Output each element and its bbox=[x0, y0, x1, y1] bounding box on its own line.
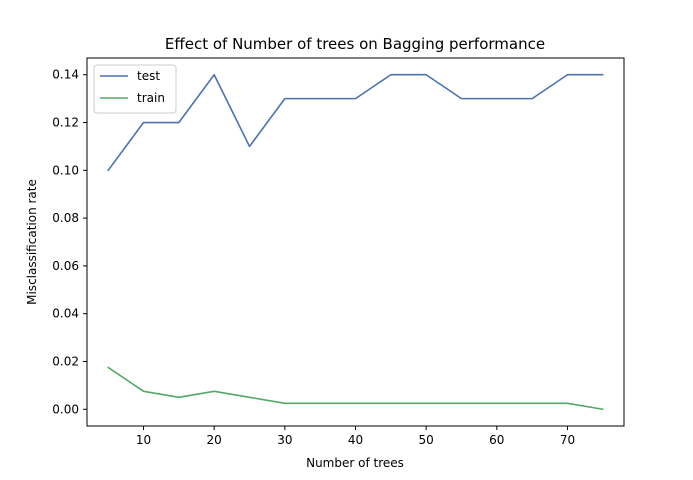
chart-title: Effect of Number of trees on Bagging per… bbox=[165, 35, 545, 53]
series-line-test bbox=[107, 73, 604, 172]
y-tick-label: 0.14 bbox=[52, 68, 79, 82]
x-tick-label: 70 bbox=[560, 433, 575, 447]
x-axis-label: Number of trees bbox=[306, 456, 404, 470]
series-lines bbox=[107, 73, 604, 411]
y-tick-label: 0.12 bbox=[52, 116, 79, 130]
legend: test train bbox=[93, 64, 177, 114]
x-tick-label: 40 bbox=[348, 433, 363, 447]
y-tick-label: 0.08 bbox=[52, 211, 79, 225]
x-tick-label: 10 bbox=[136, 433, 151, 447]
y-tick-label: 0.04 bbox=[52, 307, 79, 321]
y-axis-label: Misclassification rate bbox=[25, 179, 39, 305]
x-tick-label: 50 bbox=[419, 433, 434, 447]
y-tick-label: 0.10 bbox=[52, 163, 79, 177]
x-axis-ticks: 10 20 30 40 50 60 70 bbox=[136, 426, 575, 447]
x-tick-label: 20 bbox=[207, 433, 222, 447]
x-tick-label: 30 bbox=[277, 433, 292, 447]
legend-label-train: train bbox=[137, 91, 165, 105]
legend-box bbox=[93, 64, 177, 114]
y-axis-ticks: 0.00 0.02 0.04 0.06 0.08 0.10 0.12 0.14 bbox=[52, 68, 87, 416]
series-line-train bbox=[107, 366, 604, 411]
y-tick-label: 0.00 bbox=[52, 402, 79, 416]
x-tick-label: 60 bbox=[489, 433, 504, 447]
y-tick-label: 0.02 bbox=[52, 354, 79, 368]
plot-area: 10 20 30 40 50 60 70 0.000.020.040.060.080.100… bbox=[52, 57, 625, 447]
legend-label-test: test bbox=[137, 69, 160, 83]
y-tick-label: 0.06 bbox=[52, 259, 79, 273]
